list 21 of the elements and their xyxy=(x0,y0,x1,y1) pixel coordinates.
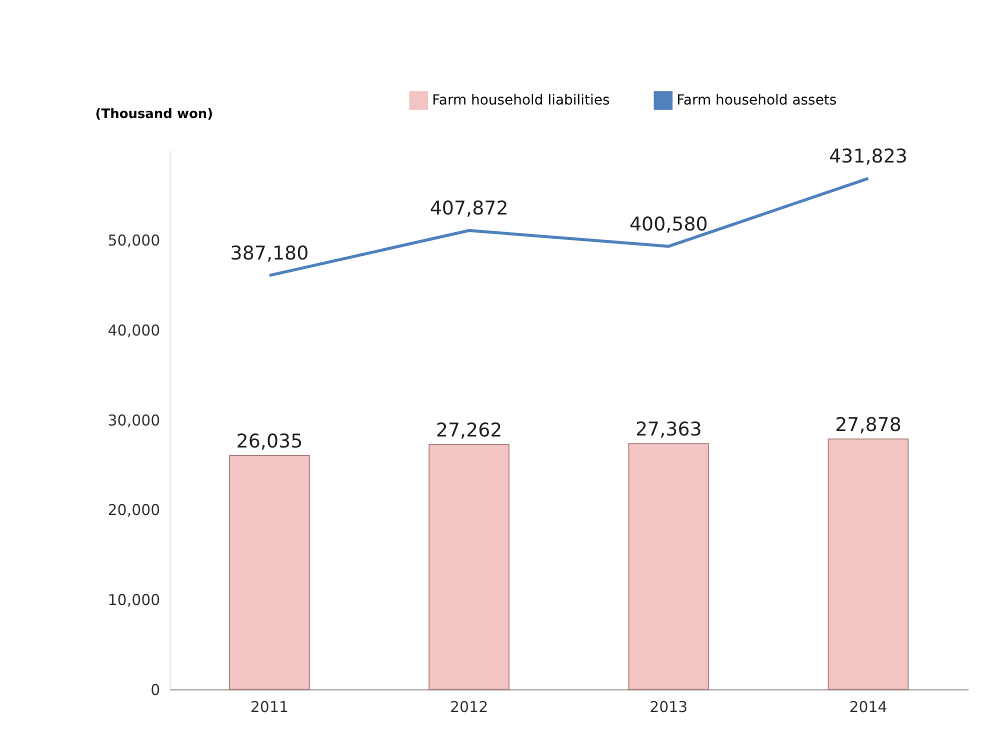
x-tick-label: 2014 xyxy=(849,698,888,716)
x-tick-label: 2012 xyxy=(450,698,488,716)
x-tick-label: 2011 xyxy=(250,698,289,716)
data-label: 27,878 xyxy=(835,414,902,436)
data-label: 26,035 xyxy=(236,430,303,453)
y-axis-title: (Thousand won) xyxy=(95,107,214,122)
y-tick-label: 20,000 xyxy=(108,501,160,520)
data-label: 387,180 xyxy=(230,242,309,264)
legend-label: Farm household assets xyxy=(676,92,837,108)
data-label: 400,580 xyxy=(629,213,708,236)
y-tick-label: 10,000 xyxy=(108,591,160,610)
data-label: 431,823 xyxy=(829,145,908,168)
x-tick-label: 2013 xyxy=(650,698,688,716)
y-tick-label: 50,000 xyxy=(108,232,160,250)
legend-label: Farm household liabilities xyxy=(432,92,610,108)
data-label: 407,872 xyxy=(430,198,508,220)
y-tick-label: 30,000 xyxy=(108,411,160,430)
data-label: 27,363 xyxy=(635,418,702,441)
y-tick-label: 40,000 xyxy=(108,322,160,340)
data-label: 27,262 xyxy=(436,420,502,442)
y-tick-label: 0 xyxy=(150,680,160,699)
